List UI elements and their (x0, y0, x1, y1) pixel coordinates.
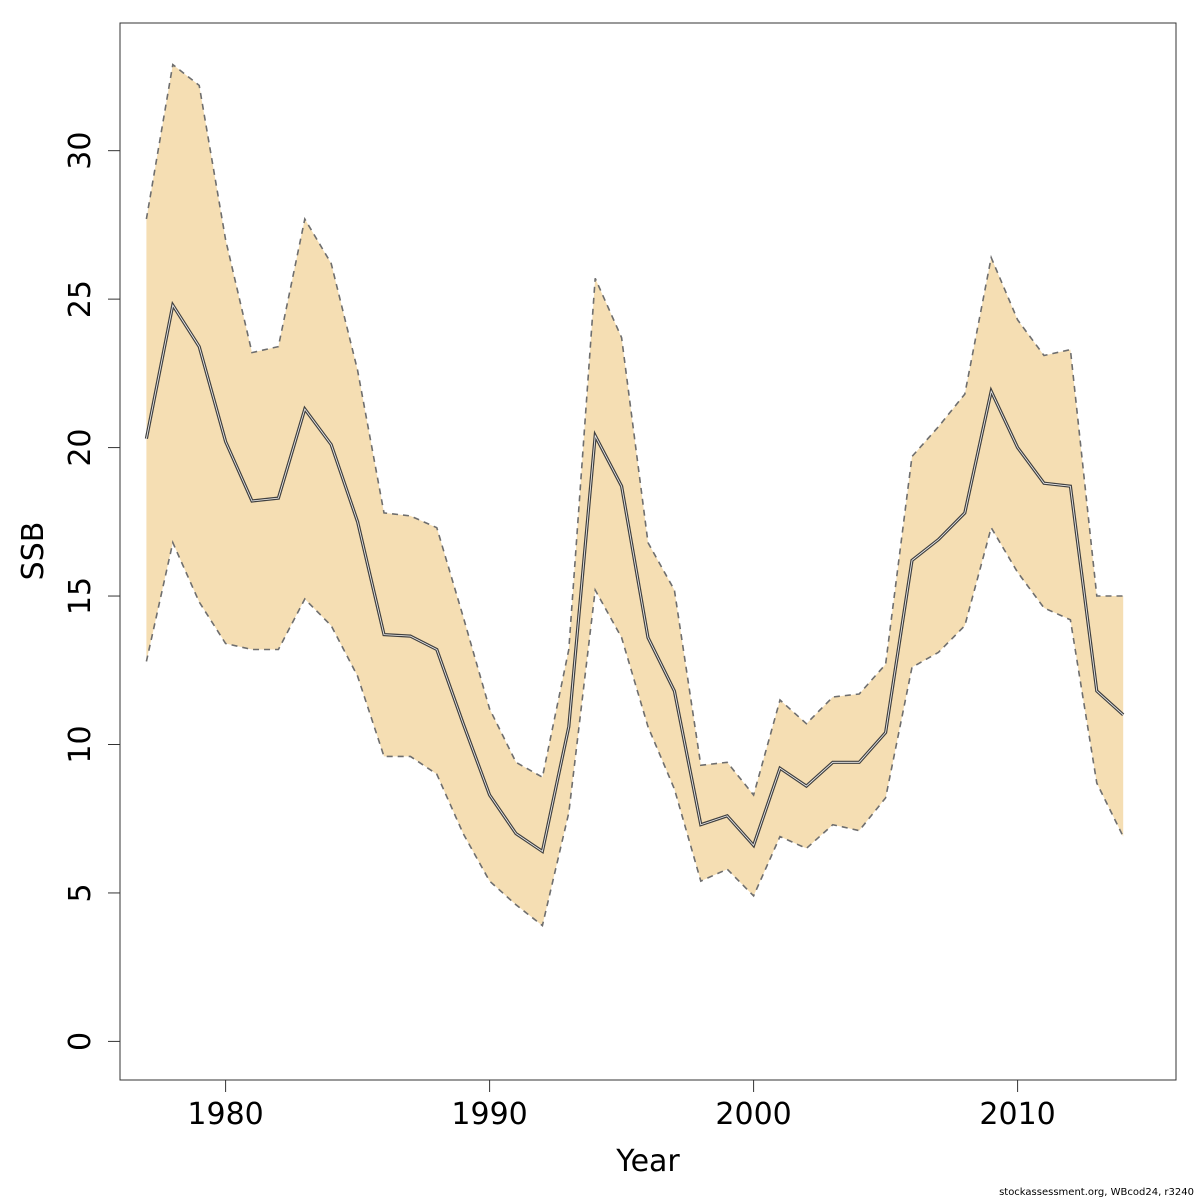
confidence-band-area (146, 64, 1124, 926)
confidence-bounds (145, 63, 1124, 928)
y-tick-label: 15 (63, 577, 98, 615)
y-axis: 0 5 10 15 20 25 30 (63, 132, 121, 1051)
lower-bound-line (145, 525, 1124, 928)
footer-credit: stockassessment.org, WBcod24, r3240 (999, 1187, 1194, 1198)
x-tick-label: 1980 (187, 1097, 263, 1132)
x-tick-label: 1990 (451, 1097, 527, 1132)
y-tick-label: 10 (63, 725, 98, 763)
y-tick-label: 20 (63, 428, 98, 466)
x-axis-title: Year (615, 1144, 680, 1179)
upper-bound-line (145, 63, 1124, 797)
x-tick-label: 2000 (715, 1097, 791, 1132)
x-axis: 1980 1990 2000 2010 (187, 1079, 1056, 1132)
ssb-estimate-line (144, 300, 1125, 855)
y-tick-label: 5 (63, 883, 98, 902)
x-tick-label: 2010 (979, 1097, 1055, 1132)
estimate-line-inner (146, 304, 1124, 853)
y-tick-label: 0 (63, 1032, 98, 1051)
y-tick-label: 25 (63, 280, 98, 318)
y-tick-label: 30 (63, 132, 98, 170)
confidence-band (146, 64, 1124, 926)
y-axis-title: SSB (16, 522, 51, 581)
